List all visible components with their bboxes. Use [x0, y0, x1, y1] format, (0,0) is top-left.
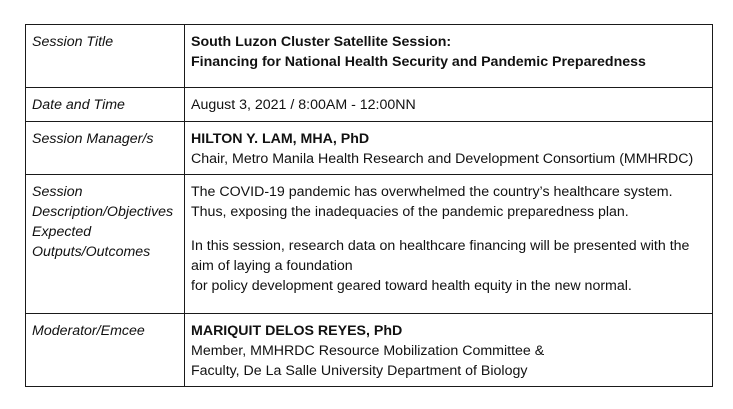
date-time-value: August 3, 2021 / 8:00AM - 12:00NN — [184, 87, 713, 122]
description-para1-line-2: Thus, exposing the inadequacies of the p… — [191, 204, 629, 220]
session-info-table: Session Title South Luzon Cluster Satell… — [25, 24, 713, 387]
description-para2-line-1: In this session, research data on health… — [191, 238, 690, 254]
paragraph-spacer — [191, 222, 707, 236]
session-manager-label: Session Manager/s — [25, 121, 185, 175]
session-manager-value: HILTON Y. LAM, MHA, PhD Chair, Metro Man… — [184, 121, 713, 175]
date-time-row: Date and Time August 3, 2021 / 8:00AM - … — [25, 87, 713, 122]
session-title-row: Session Title South Luzon Cluster Satell… — [25, 24, 713, 88]
description-label-line-4: Outputs/Outcomes — [32, 244, 151, 260]
description-label-line-1: Session — [32, 184, 83, 200]
session-title-label: Session Title — [25, 24, 185, 88]
session-title-line-1: South Luzon Cluster Satellite Session: — [191, 34, 452, 50]
session-description-label: Session Description/Objectives Expected … — [25, 174, 185, 314]
moderator-value: MARIQUIT DELOS REYES, PhD Member, MMHRDC… — [184, 313, 713, 387]
description-label-line-2: Description/Objectives — [32, 204, 174, 220]
description-para1-line-1: The COVID-19 pandemic has overwhelmed th… — [191, 184, 673, 200]
moderator-role-line-1: Member, MMHRDC Resource Mobilization Com… — [191, 343, 545, 359]
moderator-label: Moderator/Emcee — [25, 313, 185, 387]
description-para2-line-2: aim of laying a foundation — [191, 258, 353, 274]
session-title-value: South Luzon Cluster Satellite Session: F… — [184, 24, 713, 88]
session-title-line-2: Financing for National Health Security a… — [191, 54, 646, 70]
session-manager-name: HILTON Y. LAM, MHA, PhD — [191, 131, 370, 147]
moderator-name: MARIQUIT DELOS REYES, PhD — [191, 323, 403, 339]
description-para2-line-3: for policy development geared toward hea… — [191, 278, 632, 294]
moderator-row: Moderator/Emcee MARIQUIT DELOS REYES, Ph… — [25, 313, 713, 387]
date-time-label: Date and Time — [25, 87, 185, 122]
session-description-value: The COVID-19 pandemic has overwhelmed th… — [184, 174, 713, 314]
session-description-row: Session Description/Objectives Expected … — [25, 174, 713, 314]
session-manager-row: Session Manager/s HILTON Y. LAM, MHA, Ph… — [25, 121, 713, 175]
moderator-role-line-2: Faculty, De La Salle University Departme… — [191, 363, 528, 379]
description-label-line-3: Expected — [32, 224, 92, 240]
session-manager-role: Chair, Metro Manila Health Research and … — [191, 151, 694, 167]
